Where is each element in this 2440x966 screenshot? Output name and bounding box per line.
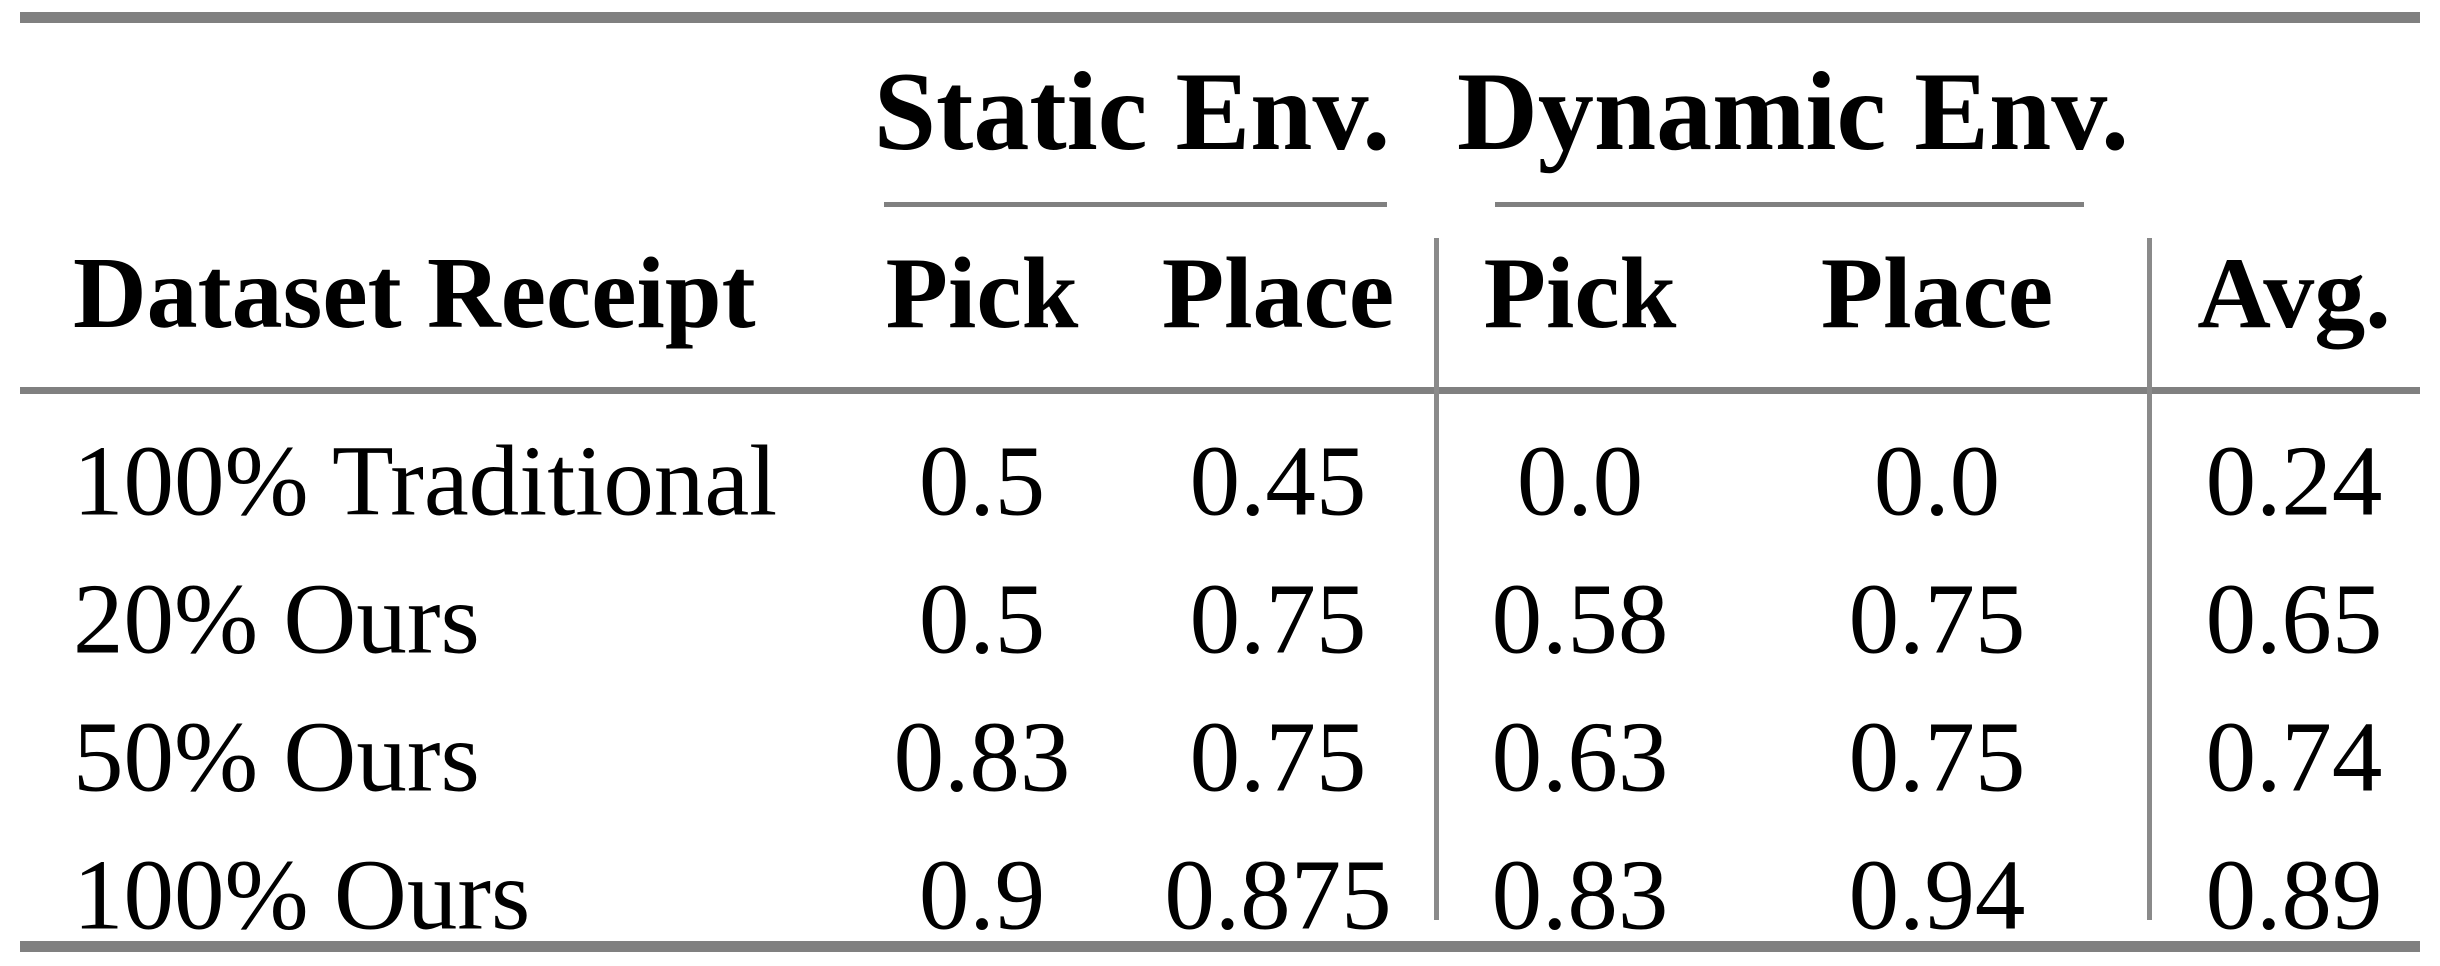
- table-cell: 0.83: [893, 700, 1071, 813]
- static-dynamic-separator: [1434, 238, 1439, 920]
- table-cell: 0.74: [2205, 700, 2383, 813]
- column-header-static-place: Place: [1161, 237, 1395, 350]
- table-cell: 0.75: [1848, 700, 2026, 813]
- table-cell: 0.24: [2205, 424, 2383, 537]
- table-cell: 0.75: [1189, 700, 1367, 813]
- row-label: 100% Traditional: [73, 424, 778, 537]
- table-cell: 0.5: [918, 424, 1046, 537]
- column-header-dynamic-place: Place: [1820, 237, 2054, 350]
- colgroup-header-static: Static Env.: [873, 50, 1391, 174]
- top-rule: [20, 12, 2420, 23]
- dynamic-avg-separator: [2147, 238, 2152, 920]
- table-cell: 0.65: [2205, 562, 2383, 675]
- row-label: 50% Ours: [73, 700, 480, 813]
- table-cell: 0.875: [1164, 838, 1392, 951]
- table-cell: 0.45: [1189, 424, 1367, 537]
- row-label: 100% Ours: [73, 838, 531, 951]
- static-group-rule: [884, 202, 1387, 207]
- column-header-dynamic-pick: Pick: [1483, 237, 1677, 350]
- table-cell: 0.63: [1491, 700, 1669, 813]
- header-divider-rule: [20, 387, 2420, 394]
- table-cell: 0.58: [1491, 562, 1669, 675]
- table-cell: 0.0: [1873, 424, 2001, 537]
- column-header-avg: Avg.: [2197, 237, 2391, 350]
- row-label: 20% Ours: [73, 562, 480, 675]
- table-cell: 0.94: [1848, 838, 2026, 951]
- table-cell: 0.89: [2205, 838, 2383, 951]
- table-cell: 0.9: [918, 838, 1046, 951]
- colgroup-header-dynamic: Dynamic Env.: [1456, 50, 2130, 174]
- table-cell: 0.75: [1848, 562, 2026, 675]
- table-cell: 0.75: [1189, 562, 1367, 675]
- table-cell: 0.83: [1491, 838, 1669, 951]
- table-cell: 0.5: [918, 562, 1046, 675]
- table-cell: 0.0: [1516, 424, 1644, 537]
- column-header-static-pick: Pick: [885, 237, 1079, 350]
- bottom-rule: [20, 941, 2420, 952]
- column-header-dataset-receipt: Dataset Receipt: [73, 237, 756, 350]
- dynamic-group-rule: [1495, 202, 2084, 207]
